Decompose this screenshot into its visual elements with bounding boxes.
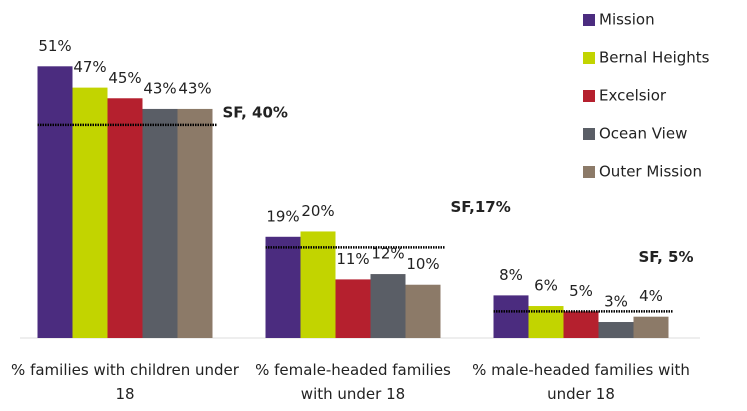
bar bbox=[335, 279, 371, 338]
x-tick-label: % male-headed families with under 18 bbox=[472, 361, 690, 403]
value-label: 4% bbox=[639, 287, 663, 305]
legend-swatch bbox=[583, 128, 595, 140]
value-label: 43% bbox=[143, 79, 176, 97]
value-label: 20% bbox=[301, 202, 334, 220]
bar bbox=[598, 322, 634, 338]
x-tick-label: % families with children under 18 bbox=[11, 361, 239, 403]
legend-swatch bbox=[583, 52, 595, 64]
reference-label: SF, 40% bbox=[223, 103, 288, 121]
bar bbox=[493, 295, 529, 338]
bar bbox=[370, 274, 406, 338]
value-label: 43% bbox=[178, 79, 211, 97]
legend-label: Bernal Heights bbox=[599, 49, 710, 67]
legend-label: Mission bbox=[599, 11, 655, 29]
value-label: 11% bbox=[336, 250, 369, 268]
bar bbox=[107, 98, 143, 338]
legend-swatch bbox=[583, 90, 595, 102]
legend-label: Ocean View bbox=[599, 125, 687, 143]
value-label: 3% bbox=[604, 293, 628, 311]
value-label: 47% bbox=[73, 58, 106, 76]
legend-label: Outer Mission bbox=[599, 163, 702, 181]
bar bbox=[177, 108, 213, 338]
bar bbox=[142, 108, 178, 338]
bar bbox=[405, 284, 441, 338]
bar bbox=[72, 87, 108, 338]
value-label: 5% bbox=[569, 282, 593, 300]
reference-label: SF,17% bbox=[451, 198, 511, 216]
value-label: 19% bbox=[266, 207, 299, 225]
reference-label: SF, 5% bbox=[639, 248, 694, 266]
value-label: 8% bbox=[499, 266, 523, 284]
legend-swatch bbox=[583, 14, 595, 26]
value-label: 10% bbox=[406, 255, 439, 273]
bar bbox=[300, 231, 336, 338]
x-tick-label: % female-headed families with under 18 bbox=[255, 361, 451, 403]
bar bbox=[633, 316, 669, 338]
legend-swatch bbox=[583, 166, 595, 178]
bar bbox=[37, 66, 73, 339]
bar bbox=[563, 311, 599, 338]
value-label: 12% bbox=[371, 245, 404, 263]
value-label: 45% bbox=[108, 69, 141, 87]
value-label: 6% bbox=[534, 277, 558, 295]
value-label: 51% bbox=[38, 37, 71, 55]
bar bbox=[265, 236, 301, 338]
legend-label: Excelsior bbox=[599, 87, 667, 105]
